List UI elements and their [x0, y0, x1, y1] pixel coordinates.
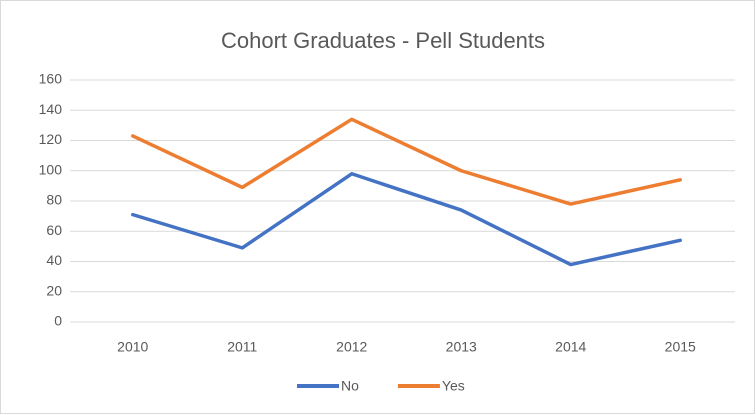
x-tick-label: 2012	[336, 339, 367, 355]
x-tick-label: 2011	[227, 339, 257, 355]
y-tick-label: 20	[46, 282, 62, 298]
y-tick-label: 40	[46, 252, 62, 268]
series-line	[131, 117, 682, 206]
y-tick-label: 140	[39, 101, 63, 117]
x-tick-label: 2015	[665, 339, 696, 355]
legend-label: Yes	[442, 378, 465, 394]
y-tick-label: 60	[46, 222, 62, 238]
y-tick-label: 0	[54, 313, 62, 329]
y-tick-label: 160	[39, 71, 63, 87]
x-tick-label: 2013	[446, 339, 477, 355]
y-tick-label: 120	[39, 131, 63, 147]
y-tick-label: 80	[46, 192, 62, 208]
x-tick-label: 2014	[555, 339, 586, 355]
chart-title: Cohort Graduates - Pell Students	[221, 28, 545, 53]
x-tick-label: 2010	[117, 339, 148, 355]
series-line	[131, 172, 682, 267]
legend-label: No	[341, 378, 359, 394]
y-tick-label: 100	[39, 161, 63, 177]
